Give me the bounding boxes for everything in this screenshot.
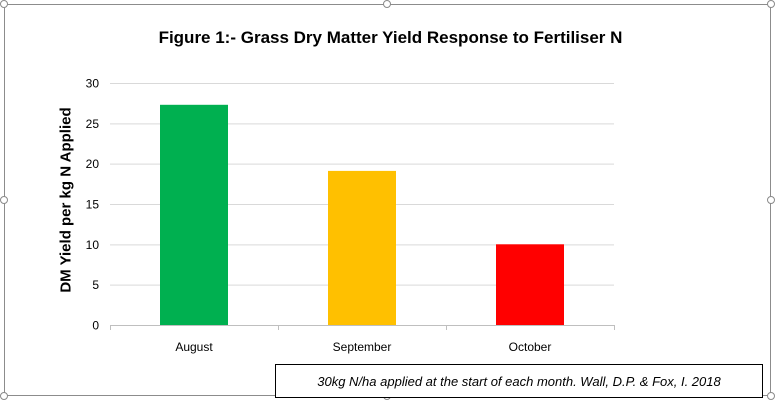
bar-september: [328, 170, 396, 325]
y-tick-label: 25: [86, 117, 100, 131]
resize-handle-top-left[interactable]: [0, 0, 8, 8]
y-tick-label: 5: [92, 278, 99, 292]
resize-handle-top-center[interactable]: [383, 0, 391, 8]
source-note: 30kg N/ha applied at the start of each m…: [275, 364, 763, 398]
y-tick-label: 0: [92, 319, 99, 333]
y-tick-label: 15: [86, 198, 100, 212]
x-tick-label: October: [509, 340, 552, 354]
x-tick-label: August: [175, 340, 213, 354]
bar-october: [496, 244, 564, 325]
x-tick-label: September: [333, 340, 392, 354]
resize-handle-middle-left[interactable]: [0, 196, 8, 204]
chart-title: Figure 1:- Grass Dry Matter Yield Respon…: [158, 28, 623, 47]
y-tick-label: 20: [86, 157, 100, 171]
y-tick-label: 30: [86, 77, 100, 91]
bar-august: [160, 104, 228, 325]
resize-handle-bottom-left[interactable]: [0, 392, 8, 400]
resize-handle-middle-right[interactable]: [767, 196, 775, 204]
resize-handle-top-right[interactable]: [767, 0, 775, 8]
resize-handle-bottom-right[interactable]: [767, 392, 775, 400]
y-tick-label: 10: [86, 238, 100, 252]
